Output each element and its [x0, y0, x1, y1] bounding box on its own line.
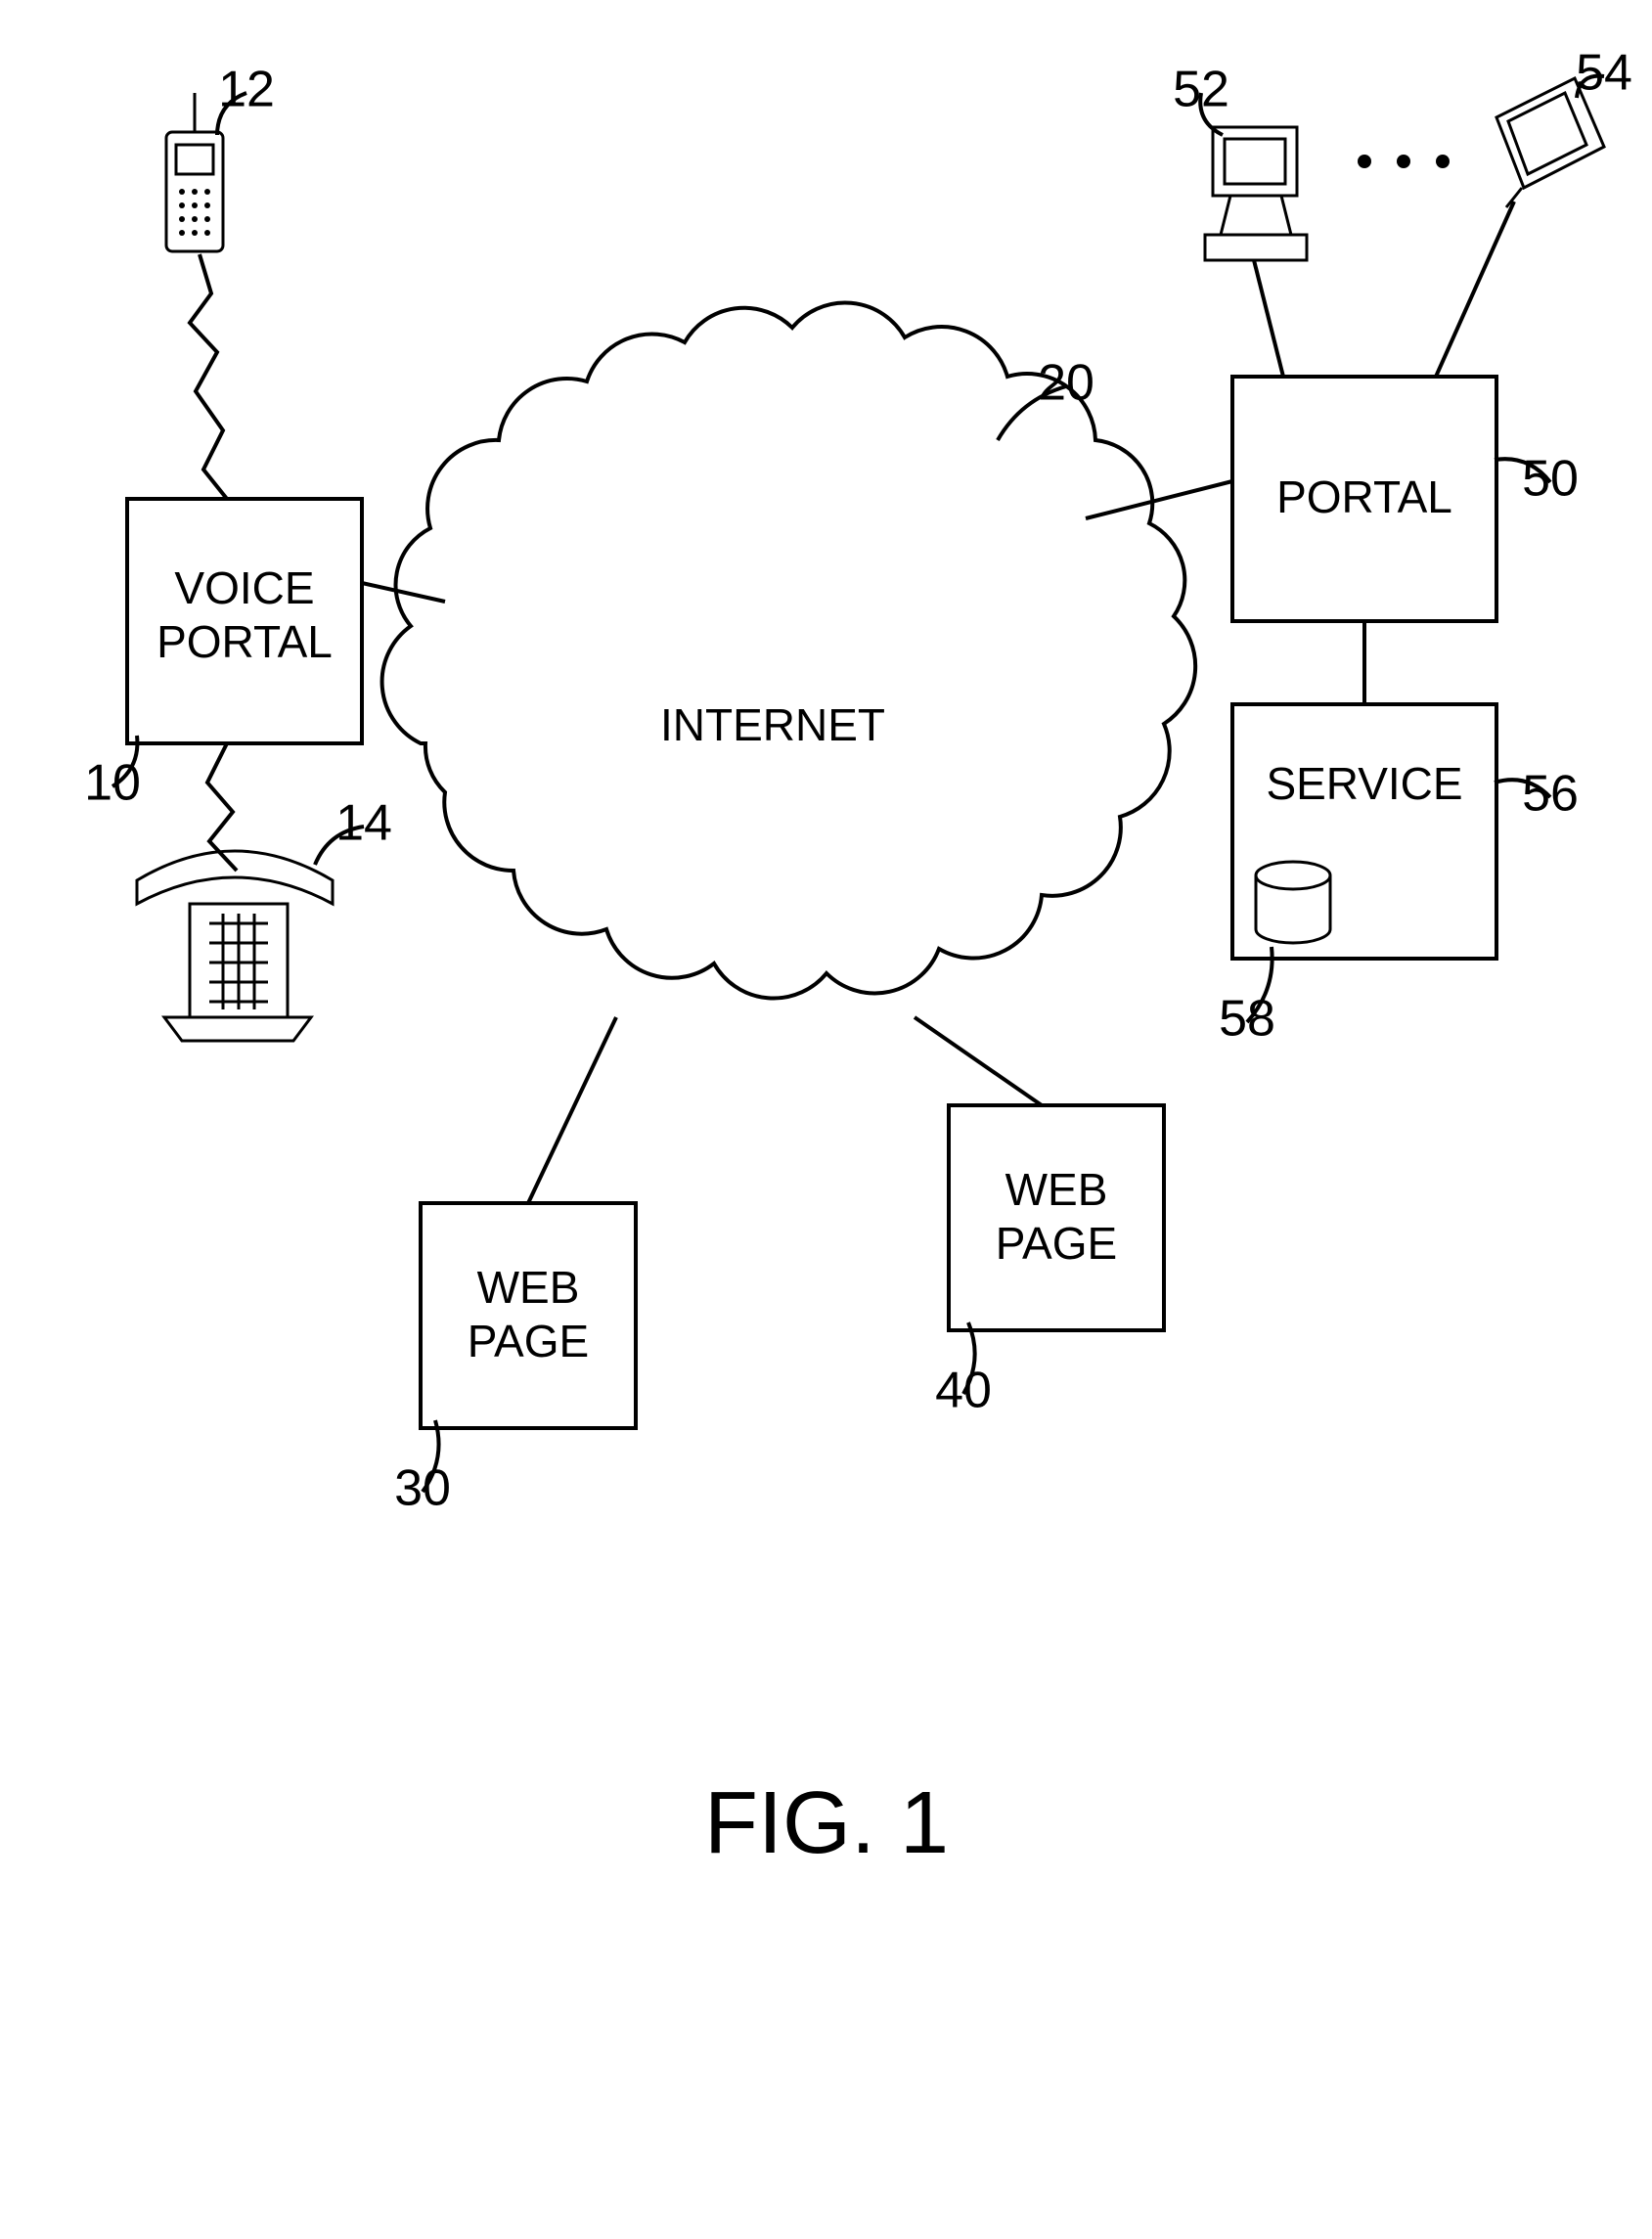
edge-voice_portal-internet	[362, 583, 445, 602]
ref-54: 54	[1576, 45, 1632, 102]
network-diagram: INTERNET VOICE PORTAL WEB PAGE WEB PAGE …	[0, 0, 1652, 2239]
portal-box: PORTAL	[1232, 377, 1496, 621]
voice-portal-label-2: PORTAL	[156, 616, 333, 667]
internet-label: INTERNET	[660, 699, 885, 750]
edge-internet-web_page_2	[915, 1017, 1042, 1105]
web-page-2-box: WEB PAGE	[949, 1105, 1164, 1330]
database-icon	[1256, 862, 1330, 943]
computer-icon	[1205, 127, 1307, 260]
ref-40: 40	[935, 1363, 992, 1419]
web-page-1-box: WEB PAGE	[421, 1203, 636, 1428]
ref-58: 58	[1219, 991, 1275, 1048]
web-page-2-label-1: WEB	[1005, 1164, 1108, 1215]
ref-52: 52	[1173, 62, 1229, 118]
ref-30: 30	[394, 1460, 451, 1517]
ellipsis-icon	[1358, 155, 1450, 168]
portal-label: PORTAL	[1276, 471, 1452, 522]
figure-label: FIG. 1	[704, 1774, 949, 1872]
service-box: SERVICE	[1232, 704, 1496, 959]
mobile-to-voiceportal	[190, 254, 227, 499]
edge-portal-computer	[1254, 260, 1283, 377]
service-label: SERVICE	[1266, 758, 1462, 809]
voice-portal-box: VOICE PORTAL	[127, 499, 362, 743]
ref-56: 56	[1522, 766, 1579, 823]
web-page-1-label-1: WEB	[477, 1262, 580, 1313]
ref-10: 10	[84, 755, 141, 812]
web-page-1-label-2: PAGE	[468, 1316, 589, 1366]
ref-12: 12	[218, 62, 275, 118]
mobile-phone-icon	[166, 93, 223, 251]
ref-20: 20	[1038, 355, 1094, 412]
desk-phone-icon	[137, 851, 333, 1041]
web-page-2-label-2: PAGE	[996, 1218, 1117, 1269]
ref-50: 50	[1522, 451, 1579, 508]
edge-portal-pda	[1436, 202, 1514, 377]
ref-14: 14	[335, 795, 392, 852]
voice-portal-label-1: VOICE	[174, 562, 314, 613]
edge-internet-web_page_1	[528, 1017, 616, 1203]
edge-internet-portal	[1086, 481, 1232, 518]
